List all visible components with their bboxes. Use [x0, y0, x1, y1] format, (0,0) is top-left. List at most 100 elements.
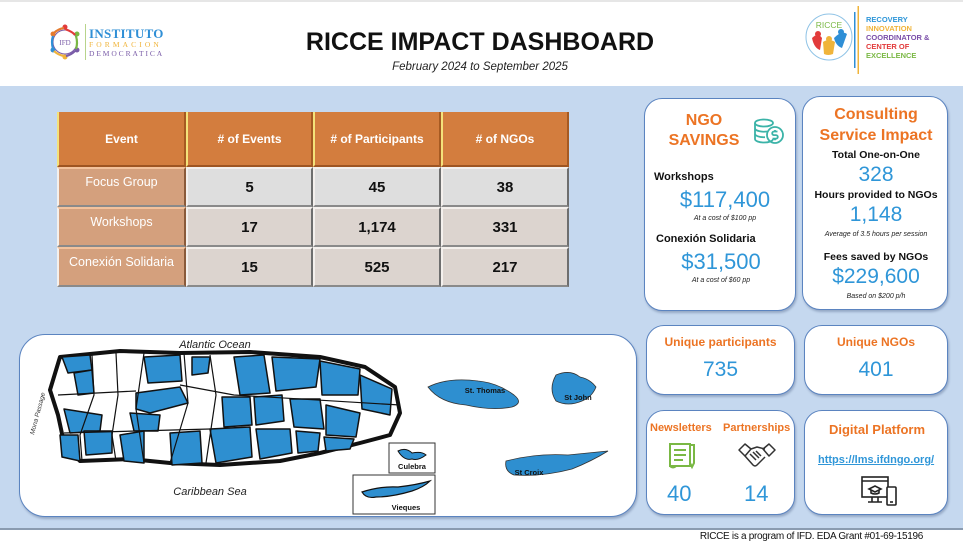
unique-participants-card: Unique participants 735	[646, 325, 795, 395]
municipality-served	[289, 398, 325, 430]
table-row: Workshops 17 1,174 331	[57, 207, 569, 247]
ifd-emblem-icon: IFD	[50, 24, 80, 60]
municipality-served	[253, 394, 285, 426]
unique-participants-value: 735	[702, 358, 739, 381]
ricce-emblem-icon: RICCE	[805, 13, 853, 61]
ifd-line-3: DEMOCRATICA	[89, 48, 165, 58]
table-header-row: Event # of Events # of Participants # of…	[57, 112, 569, 167]
consulting-title-line-2: Service Impact	[819, 127, 933, 144]
table-row: Conexión Solidaria 15 525 217	[57, 247, 569, 287]
fees-saved-label: Fees saved by NGOs	[823, 251, 929, 263]
fees-saved-value: $229,600	[832, 265, 920, 288]
ifd-wordmark: INSTITUTO FORMACION DEMOCRATICA	[89, 27, 164, 57]
consulting-title: Consulting Service Impact	[803, 104, 949, 146]
municipality-served	[325, 404, 361, 438]
events-count: 5	[186, 167, 313, 207]
participants-count: 525	[313, 247, 441, 287]
column-header-ngos: # of NGOs	[441, 112, 569, 167]
municipality-served	[319, 360, 361, 396]
total-one-on-one-value: 328	[858, 163, 894, 186]
municipality-served	[191, 356, 211, 376]
atlantic-ocean-label: Atlantic Ocean	[178, 339, 251, 351]
mona-passage-label: Mona Passage	[29, 391, 47, 435]
title-block: RICCE IMPACT DASHBOARD February 2024 to …	[290, 28, 670, 73]
workshops-savings-label: Workshops	[654, 171, 714, 183]
ngos-count: 38	[441, 167, 569, 207]
municipality-served	[73, 369, 95, 396]
ifd-logo: IFD INSTITUTO FORMACION DEMOCRATICA	[47, 22, 177, 62]
table-row: Focus Group 5 45 38	[57, 167, 569, 207]
footer: RICCE is a program of IFD. EDA Grant #01…	[0, 528, 963, 544]
ricce-line-2: INNOVATION	[866, 24, 912, 33]
culebra-label: Culebra	[398, 462, 427, 471]
svg-text:IFD: IFD	[59, 39, 70, 47]
handshake-icon	[738, 443, 776, 467]
ricce-divider	[854, 6, 859, 74]
puerto-rico-map	[48, 349, 402, 467]
total-one-on-one-label: Total One-on-One	[832, 149, 920, 161]
column-header-events: # of Events	[186, 112, 313, 167]
municipality-served	[129, 412, 161, 432]
municipality-served	[209, 426, 253, 464]
unique-ngos-label: Unique NGOs	[836, 335, 915, 349]
event-name: Conexión Solidaria	[57, 247, 186, 287]
footer-text: RICCE is a program of IFD. EDA Grant #01…	[699, 531, 923, 542]
ricce-line-1: RECOVERY	[866, 15, 908, 24]
vieques-inset: Vieques	[352, 474, 436, 515]
digital-platform-label: Digital Platform	[828, 422, 926, 437]
workshops-savings-value: $117,400	[679, 187, 771, 212]
coins-dollar-icon	[754, 118, 784, 144]
ngo-savings-card: NGO SAVINGS Workshops $117,400 At a cost…	[644, 98, 796, 311]
newsletters-value: 40	[667, 481, 692, 506]
svg-text:RICCE: RICCE	[816, 20, 843, 30]
event-name: Workshops	[57, 207, 186, 247]
hours-label: Hours provided to NGOs	[814, 189, 938, 201]
ricce-wordmark: RECOVERY INNOVATION COORDINATOR & CENTER…	[866, 15, 929, 60]
ngos-count: 331	[441, 207, 569, 247]
page-title: RICCE IMPACT DASHBOARD	[305, 28, 655, 56]
header: IFD INSTITUTO FORMACION DEMOCRATICA RICC…	[0, 0, 963, 86]
newsletters-partnerships-card: Newsletters Partnerships 40 14	[646, 410, 795, 515]
ifd-line-2: FORMACION	[89, 40, 162, 49]
conexion-savings-note: At a cost of $60 pp	[691, 277, 751, 284]
digital-platform-card: Digital Platform https://lms.ifdngo.org/	[804, 410, 948, 515]
date-range: February 2024 to September 2025	[392, 61, 568, 73]
column-header-participants: # of Participants	[313, 112, 441, 167]
ngos-count: 217	[441, 247, 569, 287]
ngo-savings-title: NGO SAVINGS	[668, 112, 740, 149]
culebra-inset: Culebra	[388, 442, 436, 474]
municipality-served	[143, 354, 183, 384]
logo-divider	[85, 24, 86, 60]
st-thomas-island	[427, 379, 519, 409]
digital-platform-link[interactable]: https://lms.ifdngo.org/	[818, 454, 935, 466]
municipality-served	[359, 374, 393, 416]
ricce-line-5: EXCELLENCE	[866, 51, 917, 60]
municipality-served	[271, 356, 321, 392]
st-john-island	[551, 372, 597, 405]
unique-participants-label: Unique participants	[664, 335, 777, 349]
st-john-label: St John	[564, 393, 592, 402]
hours-note: Average of 3.5 hours per session	[824, 231, 928, 238]
events-table: Event # of Events # of Participants # of…	[57, 112, 569, 287]
municipality-served	[295, 430, 321, 454]
conexion-savings-value: $31,500	[681, 249, 761, 274]
newsletters-label: Newsletters	[650, 422, 712, 434]
usvi-map: St. Thomas St John St Croix	[427, 372, 609, 477]
hours-value: 1,148	[849, 203, 903, 226]
fees-saved-note: Based on $200 p/h	[846, 293, 906, 300]
newsletter-icon	[669, 443, 695, 470]
municipality-served	[83, 430, 113, 456]
map-card: Atlantic Ocean Caribbean Sea Mona Passag…	[19, 334, 637, 517]
computer-elearning-icon	[861, 476, 897, 506]
unique-ngos-card: Unique NGOs 401	[804, 325, 948, 395]
workshops-savings-note: At a cost of $100 pp	[693, 215, 757, 222]
municipality-served	[255, 428, 293, 460]
consulting-title-line-1: Consulting	[834, 106, 918, 123]
unique-ngos-value: 401	[858, 358, 894, 381]
municipality-served	[59, 434, 81, 462]
vieques-label: Vieques	[392, 503, 421, 512]
st-thomas-label: St. Thomas	[465, 386, 505, 395]
municipality-served	[221, 396, 253, 428]
partnerships-label: Partnerships	[723, 422, 791, 434]
